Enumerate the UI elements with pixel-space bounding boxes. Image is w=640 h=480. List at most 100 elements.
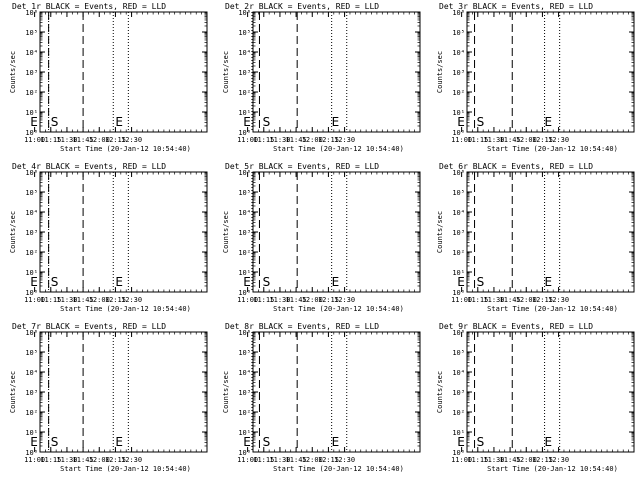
end-marker: E [332,275,340,289]
y-tick-label: 10² [452,249,465,257]
y-tick-label: 10² [25,409,38,417]
y-axis-label: Counts/sec [436,51,444,93]
y-tick-label: 10³ [238,69,251,77]
x-axis-label: Start Time (20-Jan-12 10:54:40) [60,145,191,153]
y-tick-label: 10⁰ [238,289,251,297]
end-marker: E [30,435,38,449]
x-tick-label: 11:30 [269,456,290,464]
end-marker: E [115,275,123,289]
detector-chart-7: Det 7r BLACK = Events, RED = LLD 10⁰ 10¹ 10… [9,322,208,473]
x-tick-label: 12:30 [334,456,355,464]
plot-frame [466,331,635,453]
y-tick-label: 10³ [25,389,38,397]
y-tick-label: 10⁵ [238,29,251,37]
x-tick-label: 11:30 [483,136,504,144]
x-tick-label: 11:15 [40,456,61,464]
y-tick-label: 10⁰ [25,449,38,457]
y-tick-label: 10⁶ [25,169,38,177]
start-marker: S [51,275,59,289]
x-tick-label: 11:45 [73,296,94,304]
end-marker: E [544,275,552,289]
x-axis-label: Start Time (20-Jan-12 10:54:40) [487,465,618,473]
y-axis-label: Counts/sec [9,211,17,253]
y-tick-label: 10¹ [25,429,38,437]
y-tick-label: 10⁰ [238,129,251,137]
x-tick-label: 12:30 [334,296,355,304]
x-axis-label: Start Time (20-Jan-12 10:54:40) [487,305,618,313]
y-tick-label: 10⁴ [238,209,251,217]
x-tick-label: 12:30 [121,296,142,304]
start-marker: S [477,435,485,449]
x-tick-label: 11:00 [451,296,472,304]
detector-chart-8: Det 8r BLACK = Events, RED = LLD 10⁰ 10¹ 10… [222,322,421,473]
x-tick-label: 11:15 [253,456,274,464]
y-tick-label: 10⁶ [238,329,251,337]
detector-chart-1: Det 1r BLACK = Events, RED = LLD 10⁰ 10¹ 10… [9,2,208,153]
y-tick-label: 10¹ [25,269,38,277]
y-tick-label: 10² [238,409,251,417]
x-axis-label: Start Time (20-Jan-12 10:54:40) [487,145,618,153]
y-tick-label: 10⁵ [25,349,38,357]
y-tick-label: 10³ [25,69,38,77]
end-marker: E [115,435,123,449]
x-tick-label: 11:45 [500,136,521,144]
x-tick-label: 11:00 [24,456,45,464]
plot-frame [252,331,421,453]
end-marker: E [243,435,251,449]
x-tick-label: 11:15 [467,136,488,144]
y-tick-label: 10¹ [452,429,465,437]
end-marker: E [332,115,340,129]
x-tick-label: 12:30 [548,456,569,464]
y-tick-label: 10⁶ [25,9,38,17]
end-marker: E [544,435,552,449]
x-axis-label: Start Time (20-Jan-12 10:54:40) [273,465,404,473]
y-tick-label: 10⁴ [452,49,465,57]
x-tick-label: 12:00 [516,456,537,464]
x-tick-label: 12:00 [516,296,537,304]
y-axis-label: Counts/sec [436,371,444,413]
y-tick-label: 10³ [452,69,465,77]
y-tick-label: 10⁴ [238,49,251,57]
y-tick-label: 10⁰ [452,129,465,137]
y-tick-label: 10⁰ [25,129,38,137]
y-axis-label: Counts/sec [9,51,17,93]
x-tick-label: 11:15 [253,296,274,304]
x-tick-label: 11:15 [467,456,488,464]
y-tick-label: 10⁵ [452,29,465,37]
x-tick-label: 11:30 [269,136,290,144]
chart-title: Det 5r BLACK = Events, RED = LLD [225,162,379,171]
x-tick-label: 11:30 [56,296,77,304]
x-tick-label: 11:45 [286,136,307,144]
x-tick-label: 11:00 [237,456,258,464]
y-tick-label: 10¹ [238,109,251,117]
x-tick-label: 12:00 [89,456,110,464]
chart-title: Det 8r BLACK = Events, RED = LLD [225,322,379,331]
y-tick-label: 10⁴ [238,369,251,377]
end-marker: E [544,115,552,129]
x-tick-label: 11:00 [24,296,45,304]
y-tick-label: 10² [452,409,465,417]
plot-frame [252,171,421,293]
x-tick-label: 11:30 [483,296,504,304]
x-tick-label: 12:15 [532,456,553,464]
detector-chart-9: Det 9r BLACK = Events, RED = LLD 10⁰ 10¹ 10… [436,322,635,473]
detector-chart-2: Det 2r BLACK = Events, RED = LLD 10⁰ 10¹ 10… [222,2,421,153]
y-axis-label: Counts/sec [222,211,230,253]
x-tick-label: 12:15 [532,296,553,304]
x-tick-label: 11:45 [73,136,94,144]
y-tick-label: 10⁵ [452,189,465,197]
detector-chart-4: Det 4r BLACK = Events, RED = LLD 10⁰ 10¹ 10… [9,162,208,313]
y-tick-label: 10² [452,89,465,97]
plot-frame [466,171,635,293]
x-tick-label: 11:15 [40,136,61,144]
end-marker: E [115,115,123,129]
x-tick-label: 11:30 [56,456,77,464]
start-marker: S [263,275,271,289]
end-marker: E [30,275,38,289]
x-tick-label: 12:30 [548,136,569,144]
y-tick-label: 10⁶ [238,169,251,177]
x-tick-label: 12:15 [318,136,339,144]
chart-title: Det 7r BLACK = Events, RED = LLD [12,322,166,331]
y-axis-label: Counts/sec [222,371,230,413]
x-tick-label: 12:00 [89,136,110,144]
